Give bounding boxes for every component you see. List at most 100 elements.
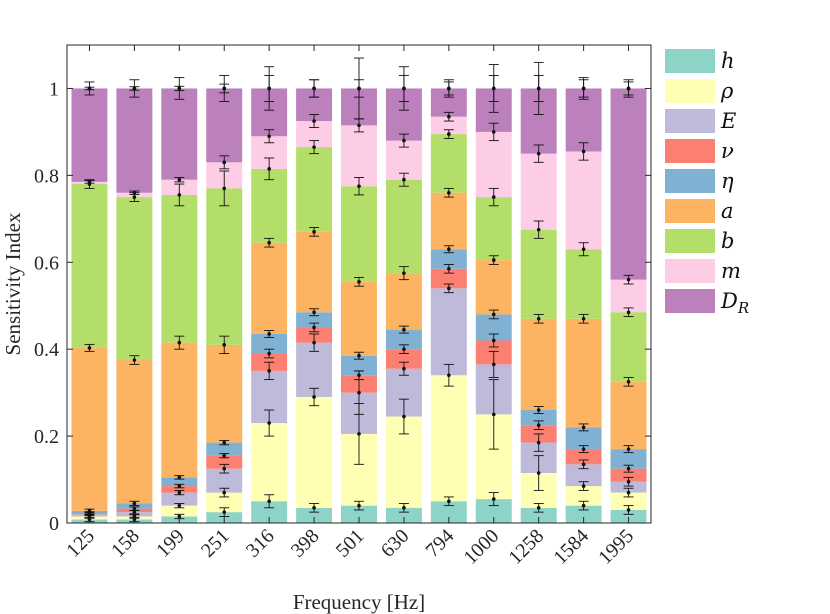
- error-bar-a-199: [174, 335, 185, 350]
- error-bar-a-1584: [578, 313, 589, 324]
- bar-segment-ν-1995: [610, 468, 647, 482]
- error-bar-E-1995: [623, 476, 634, 487]
- x-tick-label-158: 158: [107, 525, 144, 562]
- error-bar-E-316: [264, 361, 275, 381]
- error-bar-η-398: [309, 308, 320, 317]
- bar-segment-E-199: [161, 492, 198, 506]
- error-bar-a-398: [309, 227, 320, 237]
- x-axis-title: Frequency [Hz]: [293, 590, 425, 614]
- bar-segment-a-199: [161, 342, 198, 478]
- error-bar-η-199: [174, 475, 185, 480]
- error-bar-ν-501: [354, 370, 364, 381]
- error-bar-ρ-251: [219, 487, 230, 498]
- y-tick-label: 1: [49, 78, 59, 100]
- bar-segment-η-316: [251, 333, 288, 354]
- error-bar-b-501: [354, 177, 364, 196]
- error-bar-ν-1000: [488, 333, 499, 348]
- bar-segment-b-1258: [520, 229, 557, 319]
- error-bar-ν-1258: [533, 420, 544, 431]
- error-bar-η-125: [84, 508, 95, 514]
- error-bar-m-630: [398, 133, 409, 148]
- bar-segment-a-1584: [565, 318, 602, 428]
- error-bar-ρ-630: [398, 398, 409, 435]
- bar-segment-ρ-398: [296, 396, 333, 508]
- error-bar-E-794: [443, 283, 454, 294]
- bar-segment-m-1000: [475, 131, 512, 198]
- error-bar-h-1000: [488, 492, 499, 507]
- error-bar-total-398: [309, 79, 320, 98]
- bar-segment-ν-794: [430, 268, 467, 289]
- bar-segment-h-316: [251, 501, 288, 523]
- bar-segment-ν-630: [385, 349, 422, 369]
- bar-segment-ρ-1995: [610, 492, 647, 510]
- legend-swatch: [665, 169, 715, 193]
- y-tick-label: 0.4: [34, 339, 59, 361]
- x-tick-label-1258: 1258: [504, 525, 548, 569]
- error-bar-E-1584: [578, 459, 589, 470]
- bar-segment-m-1584: [565, 151, 602, 250]
- legend-item-m: m: [665, 259, 741, 283]
- bar-segment-b-1000: [475, 197, 512, 261]
- legend-item-η: η: [665, 169, 734, 193]
- error-bar-a-251: [219, 335, 230, 354]
- error-bar-m-794: [443, 111, 454, 122]
- x-tick-label-1995: 1995: [594, 525, 638, 569]
- error-bar-a-630: [398, 266, 409, 281]
- bar-segment-a-1000: [475, 260, 512, 315]
- y-tick-label: 0.2: [34, 426, 59, 448]
- error-bar-total-794: [443, 79, 454, 98]
- error-bar-ν-199: [174, 483, 185, 489]
- x-tick-label-794: 794: [422, 525, 459, 562]
- legend-swatch: [665, 199, 715, 223]
- error-bar-a-125: [84, 343, 95, 352]
- error-bar-b-251: [219, 170, 230, 207]
- error-bar-h-1584: [578, 500, 589, 511]
- error-bar-total-501: [354, 79, 364, 98]
- x-tick-label-199: 199: [152, 525, 189, 562]
- legend-swatch: [665, 229, 715, 253]
- legend-swatch: [665, 109, 715, 133]
- legend-label: b: [721, 229, 734, 253]
- error-bar-a-1258: [533, 313, 544, 324]
- y-axis-title: Sensitivity Index: [1, 212, 25, 355]
- bar-segment-a-501: [341, 281, 377, 356]
- error-bar-ν-158: [129, 506, 140, 511]
- error-bar-ρ-794: [443, 363, 454, 387]
- error-bar-m-158: [129, 190, 140, 195]
- legend-label: DR: [720, 289, 749, 317]
- bar-segment-b-630: [385, 179, 422, 274]
- error-bar-a-1000: [488, 255, 499, 265]
- legend-swatch: [665, 79, 715, 103]
- error-bar-η-251: [219, 439, 230, 446]
- error-bars-layer: [84, 57, 634, 523]
- bar-segment-a-316: [251, 242, 288, 334]
- bar-segment-b-501: [341, 186, 377, 282]
- bar-segment-η-1584: [565, 427, 602, 450]
- error-bar-η-1584: [578, 423, 589, 432]
- bar-segment-ρ-1584: [565, 486, 602, 506]
- y-axis: 0 0.2 0.4 0.6 0.8 1: [34, 78, 651, 535]
- error-bar-ν-316: [264, 348, 275, 359]
- error-bar-total-199: [174, 77, 185, 100]
- error-bar-m-1000: [488, 122, 499, 142]
- x-tick-label-1000: 1000: [459, 525, 503, 569]
- legend-swatch: [665, 259, 715, 283]
- legend-label: h: [721, 49, 735, 73]
- error-bar-η-158: [129, 500, 140, 507]
- error-bar-a-794: [443, 187, 454, 198]
- legend-item-a: a: [665, 199, 734, 223]
- x-tick-label-251: 251: [197, 525, 234, 562]
- error-bar-η-630: [398, 325, 409, 334]
- error-bar-total-630: [398, 74, 409, 102]
- x-tick-label-316: 316: [242, 525, 279, 562]
- error-bar-η-794: [443, 245, 454, 254]
- error-bar-h-501: [354, 500, 364, 511]
- bar-segment-b-398: [296, 147, 333, 232]
- y-tick-label: 0: [49, 513, 59, 535]
- error-bar-m-199: [174, 177, 185, 183]
- error-bar-E-1258: [533, 433, 544, 452]
- legend-item-DR: DR: [665, 289, 749, 317]
- bar-segment-h-1584: [565, 505, 602, 523]
- error-bar-total-1000: [488, 74, 499, 102]
